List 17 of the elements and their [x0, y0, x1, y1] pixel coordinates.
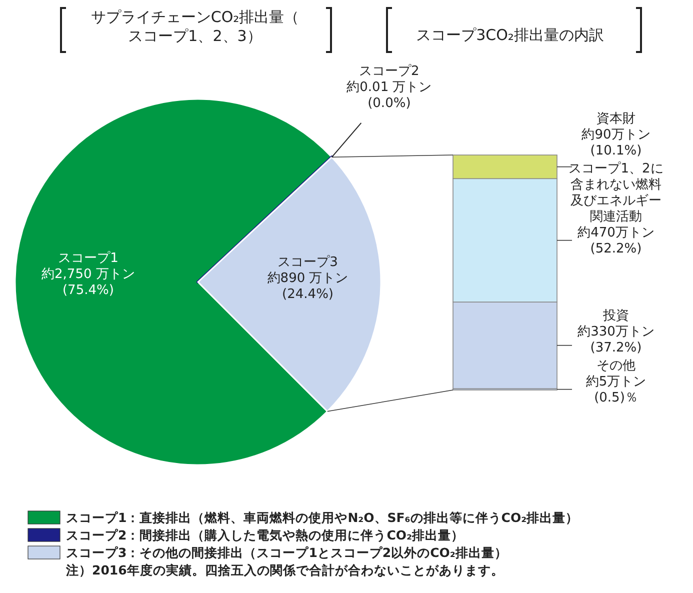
data-label: 約330万トン (37.2%): [578, 324, 654, 356]
text: その他: [596, 358, 636, 374]
series-label: スコープ1、2に含まれない燃料及びエネルギー関連活動: [568, 161, 664, 224]
legend-label: スコープ3：その他の間接排出（スコープ1とスコープ2以外のCO₂排出量）: [66, 545, 508, 560]
chart-title: スコープ3CO₂排出量の内訳: [416, 26, 604, 44]
data-label: スコープ2 約0.01 万トン (0.0%): [346, 64, 432, 111]
data-label: 約5万トン (0.5)％: [586, 374, 646, 406]
data-label: スコープ1 約2,750 万トン (75.4%): [42, 251, 135, 298]
data-label: 約470万トン (52.2%): [578, 225, 654, 256]
data-label: 約90万トン (10.1%): [582, 127, 650, 158]
legend-label: スコープ1：直接排出（燃料、車両燃料の使用やN₂O、SF₆の排出等に伴うCO₂排出量）: [66, 510, 579, 525]
legend-label: スコープ2：間接排出（購入した電気や熱の使用に伴うCO₂排出量）: [66, 528, 464, 542]
text: 資本財: [596, 111, 636, 126]
text: 投資: [602, 308, 629, 324]
text: 注）2016年度の実績。四捨五入の関係で合計が合わないことがあります。: [65, 562, 504, 578]
data-label: スコープ3 約890 万トン (24.4%): [267, 254, 348, 302]
chart-title: サプライチェーンCO₂排出量（スコープ1、2、3）: [90, 8, 300, 45]
